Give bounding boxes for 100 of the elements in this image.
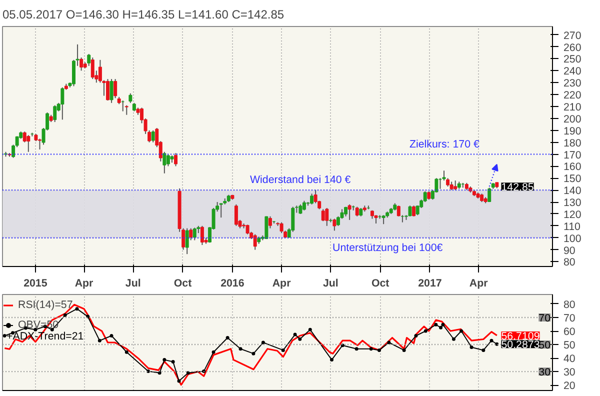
point xyxy=(146,370,150,374)
ref-line-label: Unterstützung bei 100€ xyxy=(332,242,443,254)
point xyxy=(75,307,79,311)
point xyxy=(158,371,162,375)
point xyxy=(439,326,443,330)
y-tick-label: 180 xyxy=(564,137,582,150)
candlestick xyxy=(454,180,458,191)
point xyxy=(63,313,67,317)
point xyxy=(281,348,285,352)
y-tick-label: 260 xyxy=(564,42,582,54)
point xyxy=(238,347,242,351)
candlestick xyxy=(219,202,223,218)
y-tick-label: 150 xyxy=(564,173,582,186)
y-tick-label: 160 xyxy=(564,161,582,174)
y-tick-label: 250 xyxy=(564,54,582,66)
candlestick xyxy=(325,207,329,226)
candlestick xyxy=(90,57,94,80)
point xyxy=(402,348,406,352)
point xyxy=(495,342,499,346)
y-tick-label: 80 xyxy=(564,256,576,269)
candlestick xyxy=(234,204,238,226)
x-tick-label: 2015 xyxy=(24,278,48,290)
candlestick xyxy=(302,200,306,211)
x-tick-label: Apr xyxy=(469,278,488,290)
candlestick xyxy=(38,138,42,150)
candlestick xyxy=(151,130,155,143)
y-tick-label: 50 xyxy=(564,340,576,352)
point xyxy=(424,329,428,333)
point xyxy=(252,352,256,356)
candlestick xyxy=(114,78,118,99)
point xyxy=(110,334,114,338)
ref-line-label: Zielkurs: 170 € xyxy=(410,138,480,150)
point xyxy=(354,347,358,351)
point xyxy=(452,337,456,341)
x-tick-label: 2016 xyxy=(220,278,244,290)
y-tick-label: 90 xyxy=(564,244,576,257)
candlestick xyxy=(332,218,336,232)
y-tick-label: 210 xyxy=(564,102,582,114)
point xyxy=(212,350,216,354)
point xyxy=(98,338,102,342)
y-tick-label: 20 xyxy=(564,380,576,392)
point xyxy=(369,347,373,351)
point xyxy=(177,379,181,383)
candlestick xyxy=(60,86,64,120)
x-tick-label: 2017 xyxy=(418,278,442,290)
y-tick-label: 270 xyxy=(564,30,582,42)
point xyxy=(261,340,265,344)
point xyxy=(308,328,312,332)
y-tick-label: 130 xyxy=(564,197,582,210)
candlestick xyxy=(298,204,302,214)
y-tick-label: 80 xyxy=(564,298,576,311)
y-tick-label: 220 xyxy=(564,90,582,102)
candlestick xyxy=(185,228,189,255)
point xyxy=(298,337,302,341)
point xyxy=(482,348,486,352)
point xyxy=(124,350,128,354)
x-tick-label: Apr xyxy=(272,278,291,290)
point xyxy=(330,358,334,362)
y-tick-label: 240 xyxy=(564,66,582,78)
point xyxy=(340,344,344,348)
point xyxy=(414,334,418,338)
chart-title: 05.05.2017 O=146.30 H=146.35 L=141.60 C=142.85 xyxy=(2,8,284,22)
candlestick xyxy=(166,154,170,167)
point xyxy=(387,340,391,344)
y-tick-label: 110 xyxy=(564,220,581,233)
candlestick xyxy=(174,152,178,167)
y-tick-label: 120 xyxy=(564,208,582,221)
point xyxy=(186,371,190,375)
y-tick-label: 190 xyxy=(564,125,582,138)
ref-line-label: 30 xyxy=(538,366,551,379)
y-tick-label: 230 xyxy=(564,78,582,90)
y-tick-label: 200 xyxy=(564,113,582,126)
candlestick xyxy=(408,205,412,217)
y-tick-label: 170 xyxy=(564,149,582,162)
point xyxy=(434,322,438,326)
legend-label: RSI(14)=57 xyxy=(18,299,73,311)
y-tick-label: 140 xyxy=(564,185,582,198)
candlestick xyxy=(192,227,196,241)
candlestick xyxy=(26,134,30,152)
x-tick-label: Oct xyxy=(174,278,192,290)
point xyxy=(202,370,206,374)
y-tick-label: 100 xyxy=(564,232,582,245)
candlestick xyxy=(124,104,128,116)
candlestick xyxy=(268,216,272,229)
candlestick xyxy=(321,208,325,222)
ref-line-label: 50 xyxy=(538,340,551,352)
candlestick xyxy=(53,104,57,123)
y-tick-label: 60 xyxy=(564,326,576,338)
point xyxy=(226,336,230,340)
point xyxy=(293,332,297,336)
candlestick xyxy=(106,78,110,102)
candlestick xyxy=(412,205,416,217)
point xyxy=(171,360,175,364)
candlestick xyxy=(348,204,352,220)
point xyxy=(490,338,494,342)
x-tick-label: Jul xyxy=(322,278,338,290)
y-tick-label: 30 xyxy=(564,366,576,379)
y-tick-label: 70 xyxy=(564,312,576,324)
x-tick-label: Jul xyxy=(125,278,141,290)
x-tick-label: Apr xyxy=(74,278,94,290)
